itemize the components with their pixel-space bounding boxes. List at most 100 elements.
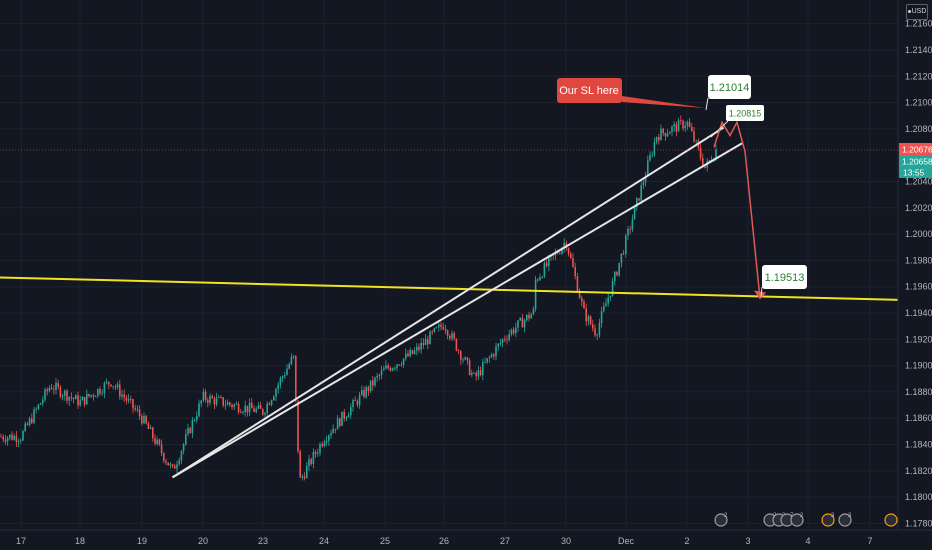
currency-badge[interactable]: USD [906, 4, 928, 20]
candle-body [640, 185, 642, 201]
candle-body [138, 409, 141, 417]
price-tick-label: 1.19600 [905, 282, 932, 292]
candle-body [477, 370, 480, 377]
price-tick-label: 1.19200 [905, 334, 932, 344]
candle-body [363, 390, 365, 397]
candle-body [94, 396, 97, 397]
candle-body [31, 418, 33, 423]
candle-body [20, 440, 22, 442]
candle-body [385, 365, 387, 369]
candle-body [708, 160, 711, 162]
event-badge[interactable]: 3 [821, 513, 835, 527]
time-tick-label: 24 [319, 536, 329, 546]
candle-body [158, 439, 161, 445]
candle-body [46, 389, 48, 392]
event-badge[interactable]: 2 [790, 513, 804, 527]
candle-body [147, 423, 150, 429]
candle-body [457, 350, 460, 352]
candle-body [292, 355, 295, 357]
candle-body [253, 408, 255, 412]
candle-body [673, 124, 675, 127]
price-tick-label: 1.20800 [905, 124, 932, 134]
candle-body [376, 375, 378, 378]
label-1-21014[interactable]: 1.21014 [705, 75, 751, 111]
candle-body [4, 439, 7, 442]
trendline-lower[interactable] [171, 142, 743, 479]
candle-body [523, 320, 526, 328]
candle-body [68, 396, 70, 401]
candle-body [559, 253, 561, 255]
projection-path[interactable] [713, 120, 761, 299]
candle-body [116, 384, 119, 388]
candle-body [114, 386, 117, 388]
candle-body [638, 198, 640, 201]
candle-body [631, 219, 634, 230]
candle-body [490, 354, 493, 358]
candle-body [400, 364, 403, 366]
candle-body [196, 416, 198, 421]
candle-body [537, 279, 539, 281]
candle-body [108, 381, 110, 385]
candle-body [396, 364, 398, 368]
event-badge[interactable]: 2 [714, 513, 728, 527]
trendline-upper[interactable] [171, 126, 725, 479]
candle-body [257, 405, 260, 409]
label-1-21014-text: 1.21014 [710, 82, 750, 94]
price-scale[interactable] [898, 0, 932, 530]
candle-body [528, 314, 530, 319]
candle-body [605, 303, 607, 307]
candle-body [336, 418, 339, 430]
candle-body [81, 396, 84, 401]
economic-event-badges[interactable]: 2227233 [714, 513, 898, 527]
candle-body [484, 362, 486, 363]
candle-body [233, 404, 235, 408]
candle-body [402, 358, 405, 365]
candle-body [15, 435, 18, 442]
candle-body [530, 314, 532, 319]
last-price-tag: 1.20676 [0, 143, 932, 155]
label-1-20815[interactable]: 1.20815 [710, 105, 764, 138]
candle-body [422, 342, 425, 345]
candle-body [64, 390, 66, 396]
candle-body [314, 451, 317, 454]
candle-body [277, 384, 279, 390]
event-badge[interactable]: 3 [838, 513, 852, 527]
candle-body [649, 155, 651, 161]
candle-body [171, 464, 174, 466]
time-tick-label: 25 [380, 536, 390, 546]
label-1-19513[interactable]: 1.19513 [760, 265, 807, 298]
candle-body [541, 277, 543, 278]
candle-body [22, 431, 24, 441]
candle-body [587, 316, 590, 322]
price-tick-label: 1.18000 [905, 492, 932, 502]
candle-body [255, 408, 257, 412]
candle-body [178, 460, 180, 465]
candle-body [675, 124, 678, 132]
candle-body [105, 381, 108, 384]
candle-body [499, 342, 502, 344]
candle-body [506, 339, 508, 341]
sl-callout-text: Our SL here [559, 85, 619, 97]
candle-body [310, 459, 312, 464]
currency-label: USD [911, 8, 927, 15]
support-line[interactable] [0, 276, 899, 301]
time-tick-label: 26 [439, 536, 449, 546]
candle-body [405, 353, 407, 359]
candle-body [248, 402, 251, 413]
candle-body [145, 415, 147, 424]
candle-body [488, 357, 491, 359]
candle-body [204, 391, 207, 400]
candle-body [279, 378, 282, 385]
candle-body [570, 254, 572, 259]
candle-body [303, 476, 306, 479]
time-scale[interactable] [0, 530, 932, 550]
event-badge[interactable] [884, 513, 898, 527]
candle-body [383, 368, 385, 371]
price-tick-label: 1.21000 [905, 98, 932, 108]
candle-body [699, 147, 702, 159]
candle-body [462, 359, 464, 361]
sl-callout[interactable]: Our SL here [557, 78, 705, 108]
candle-body [174, 465, 176, 469]
time-tick-label: 18 [75, 536, 85, 546]
